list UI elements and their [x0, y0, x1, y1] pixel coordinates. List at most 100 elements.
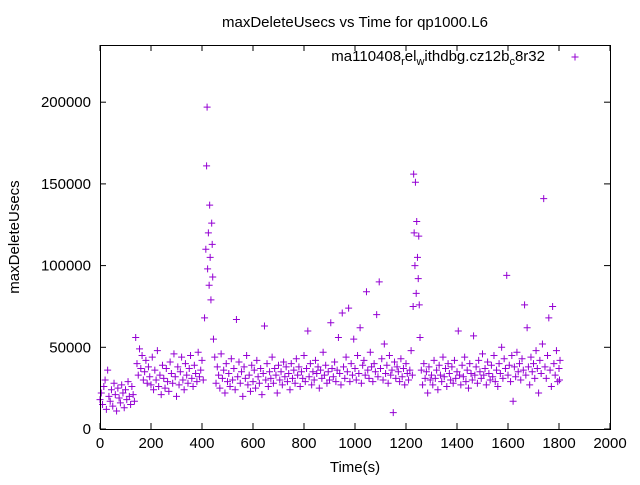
data-point — [540, 195, 548, 203]
data-point — [130, 397, 138, 405]
data-point — [505, 361, 513, 369]
data-point — [174, 363, 182, 371]
data-point — [232, 316, 240, 324]
data-point — [514, 368, 522, 376]
data-point — [215, 371, 223, 379]
data-point — [409, 302, 417, 310]
legend: ma110408relwithdbg.cz12bc8r32 — [331, 48, 579, 68]
data-point — [490, 351, 498, 359]
data-point — [430, 356, 438, 364]
data-point — [313, 369, 321, 377]
data-point — [373, 311, 381, 319]
data-point — [187, 351, 195, 359]
data-point — [347, 360, 355, 368]
data-point — [138, 351, 146, 359]
data-point — [308, 381, 316, 389]
data-point — [271, 365, 279, 373]
data-point — [295, 363, 303, 371]
data-point — [410, 229, 418, 237]
data-point — [231, 386, 239, 394]
data-point — [327, 319, 335, 327]
data-point — [352, 376, 360, 384]
data-point — [429, 381, 437, 389]
data-point — [280, 358, 288, 366]
data-point — [118, 381, 126, 389]
data-point — [287, 360, 295, 368]
data-point — [205, 281, 213, 289]
data-point — [129, 391, 137, 399]
data-point — [551, 371, 559, 379]
data-point — [412, 289, 420, 297]
data-point — [104, 366, 112, 374]
x-tick-label: 1000 — [338, 435, 371, 452]
legend-marker-symbol — [571, 53, 579, 61]
data-point — [133, 360, 141, 368]
data-point — [380, 340, 388, 348]
x-tick-label: 600 — [240, 435, 265, 452]
data-point — [392, 374, 400, 382]
data-point — [365, 374, 373, 382]
data-point — [192, 369, 200, 377]
data-point — [470, 332, 478, 340]
data-point — [258, 391, 266, 399]
data-point — [151, 366, 159, 374]
data-point — [222, 360, 230, 368]
data-point — [475, 356, 483, 364]
data-point — [207, 296, 215, 304]
data-point — [456, 371, 464, 379]
data-point — [311, 356, 319, 364]
legend-sub-1: r — [401, 56, 405, 68]
data-point — [224, 378, 231, 386]
data-point — [533, 365, 541, 373]
data-point — [515, 360, 523, 368]
data-point — [171, 373, 179, 381]
data-point — [178, 353, 186, 361]
data-point — [457, 381, 465, 389]
data-point — [150, 386, 158, 394]
data-point — [184, 379, 192, 387]
y-tick-label: 0 — [83, 421, 91, 438]
data-point — [542, 374, 550, 382]
data-point — [102, 405, 110, 413]
data-point — [466, 360, 474, 368]
data-point — [164, 378, 172, 386]
data-point — [493, 366, 501, 374]
data-point — [291, 379, 299, 387]
data-point — [249, 378, 257, 386]
data-point — [331, 358, 339, 366]
data-point — [120, 404, 128, 412]
data-point — [153, 347, 161, 355]
data-point — [468, 376, 476, 384]
data-point — [393, 363, 401, 371]
data-point — [467, 369, 475, 377]
data-point — [337, 381, 345, 389]
data-point — [342, 353, 350, 361]
data-point — [208, 219, 216, 227]
data-point — [334, 333, 342, 341]
data-point — [419, 381, 427, 389]
data-point — [202, 245, 210, 253]
data-point — [152, 376, 160, 384]
data-point — [183, 371, 191, 379]
data-point — [324, 368, 332, 376]
data-point — [179, 376, 187, 384]
data-point — [416, 333, 424, 341]
data-point — [382, 369, 390, 377]
data-point — [503, 271, 511, 279]
data-point — [141, 368, 149, 376]
data-point — [297, 368, 305, 376]
data-point — [144, 363, 152, 371]
data-point — [143, 379, 151, 387]
data-point — [217, 350, 225, 358]
data-point — [436, 371, 444, 379]
data-point — [122, 386, 129, 394]
data-point — [166, 358, 174, 366]
data-point — [366, 348, 374, 356]
data-point — [354, 351, 362, 359]
data-point — [244, 381, 252, 389]
data-point — [360, 356, 368, 364]
data-point — [362, 288, 370, 296]
data-point — [319, 348, 327, 356]
